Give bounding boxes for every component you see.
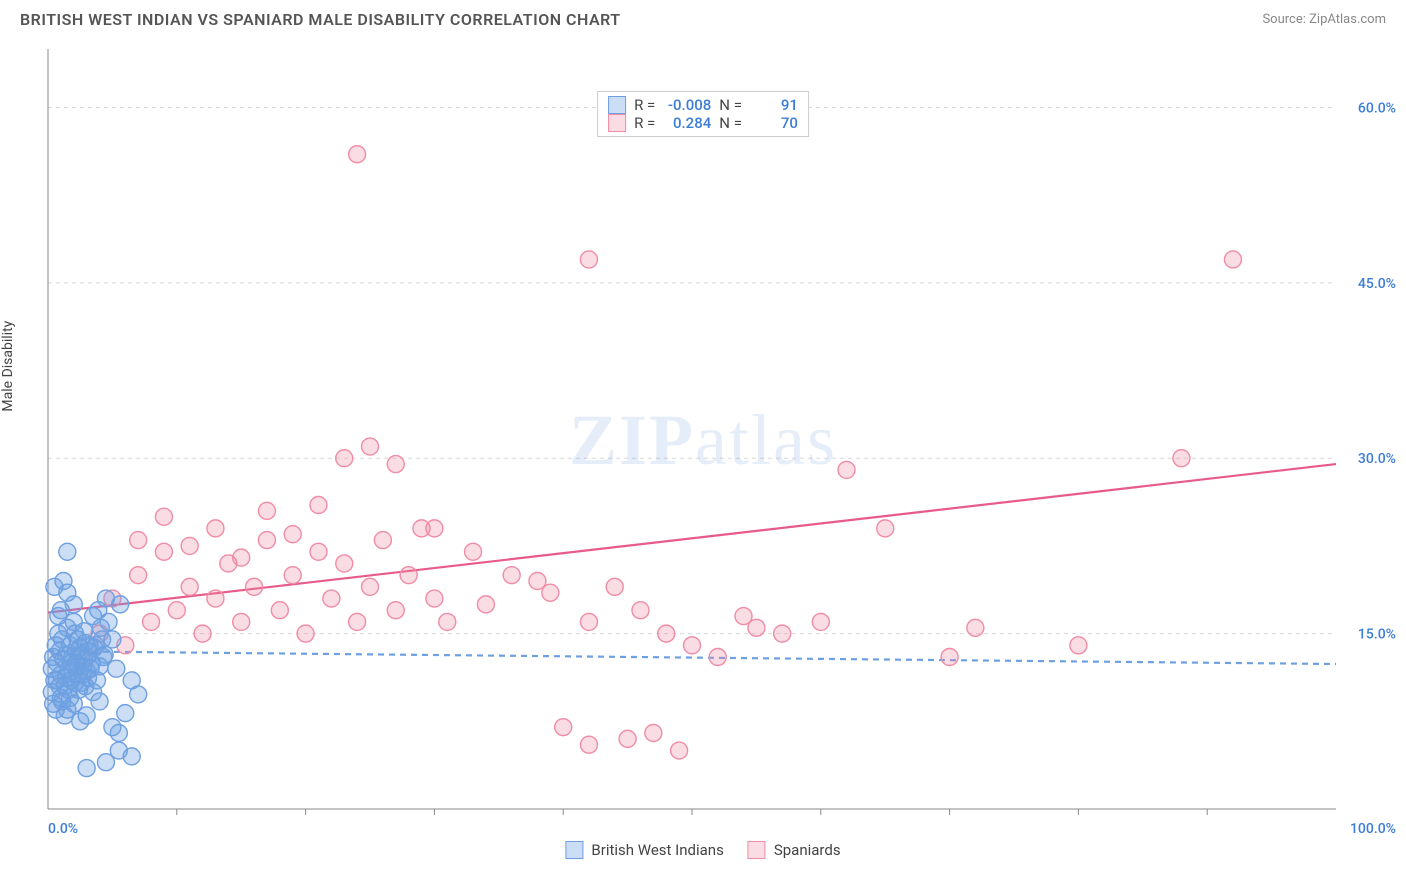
r-label: R = [634,96,655,114]
series-legend: British West Indians Spaniards [565,841,840,859]
correlation-stat-box: R = -0.008 N = 91 R = 0.284 N = 70 [597,91,809,137]
swatch-series1-bottom [565,841,583,859]
n-value-s1: 91 [750,96,798,114]
source-link[interactable]: ZipAtlas.com [1309,12,1386,27]
swatch-series1 [608,96,626,114]
svg-text:60.0%: 60.0% [1358,100,1396,116]
svg-text:45.0%: 45.0% [1358,276,1396,292]
svg-text:100.0%: 100.0% [1350,821,1396,837]
y-axis-label: Male Disability [0,321,16,412]
source-label: Source: [1262,12,1305,27]
stat-row-series2: R = 0.284 N = 70 [608,114,798,132]
r-value-s2: 0.284 [663,114,711,132]
n-value-s2: 70 [750,114,798,132]
chart-area: Male Disability ZIPatlas 15.0%30.0%45.0%… [0,39,1406,859]
svg-text:0.0%: 0.0% [48,821,78,837]
source-credit: Source: ZipAtlas.com [1262,12,1386,27]
legend-item-series1: British West Indians [565,841,723,859]
legend-item-series2: Spaniards [748,841,841,859]
chart-title: BRITISH WEST INDIAN VS SPANIARD MALE DIS… [20,10,621,29]
svg-text:30.0%: 30.0% [1358,451,1396,467]
n-label: N = [719,96,742,114]
n-label: N = [719,114,742,132]
swatch-series2 [608,114,626,132]
svg-text:15.0%: 15.0% [1358,627,1396,643]
legend-label-s1: British West Indians [591,841,723,859]
r-label: R = [634,114,655,132]
swatch-series2-bottom [748,841,766,859]
header: BRITISH WEST INDIAN VS SPANIARD MALE DIS… [0,0,1406,39]
stat-row-series1: R = -0.008 N = 91 [608,96,798,114]
legend-label-s2: Spaniards [774,841,841,859]
r-value-s1: -0.008 [663,96,711,114]
scatter-plot-svg: 15.0% 30.0% 45.0% 60.0% 0.0% 100.0% [0,39,1406,859]
